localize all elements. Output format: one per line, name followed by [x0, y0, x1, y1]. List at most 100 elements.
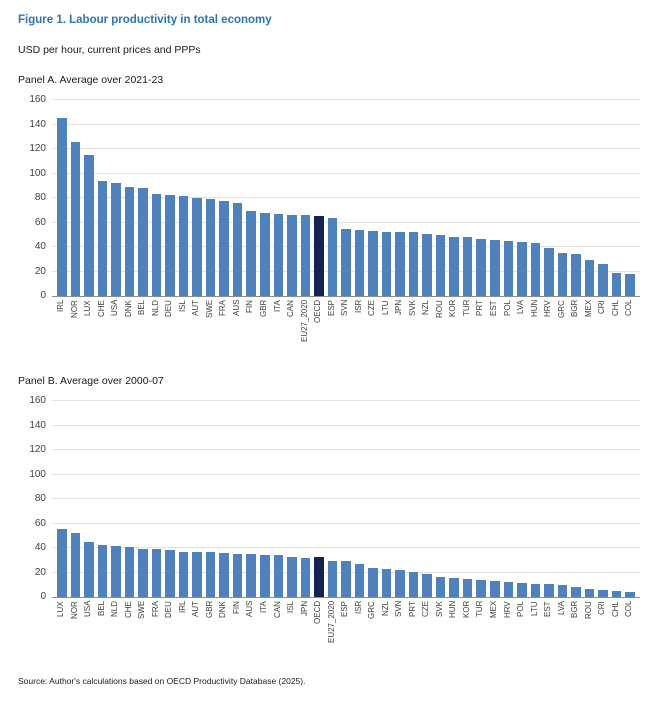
x-label-BGR: BGR: [571, 601, 580, 619]
bar-CZE: [422, 574, 432, 597]
panel-b-plot-area: [52, 400, 640, 598]
panel-a-plot-area: [52, 99, 640, 297]
bar-ISR: [354, 230, 365, 296]
bar-FRA: [151, 548, 162, 597]
bar-POL: [503, 240, 514, 296]
x-label-FIN: FIN: [246, 300, 255, 313]
x-label-CRI: CRI: [598, 300, 607, 314]
gridline-140: [52, 424, 640, 426]
bar-CRI: [598, 264, 608, 296]
bar-ESP: [327, 217, 338, 296]
x-label-AUT: AUT: [192, 300, 201, 316]
x-label-SVN: SVN: [341, 300, 350, 317]
x-label-EU27_2020: EU27_2020: [300, 300, 309, 343]
x-label-HRV: HRV: [503, 601, 512, 618]
bar-FRA: [219, 201, 229, 296]
x-label-EST: EST: [490, 300, 498, 316]
y-tick-label-60: 60: [34, 216, 46, 228]
bar-CHL: [611, 590, 622, 597]
y-tick-label-80: 80: [34, 493, 46, 504]
x-label-COL: COL: [625, 601, 634, 618]
gridline-100: [52, 473, 640, 475]
x-label-NOR: NOR: [70, 300, 79, 318]
bar-ISL: [178, 195, 189, 296]
bar-BGR: [571, 254, 581, 296]
bar-AUT: [192, 551, 202, 597]
panel-a-chart: 0 20 40 60 80 100 120 140 160 IRL NOR LUX CHE USA DNK…: [18, 95, 640, 361]
x-label-CRI: CRI: [598, 601, 607, 615]
bar-NLD: [111, 546, 121, 597]
x-label-SWE: SWE: [138, 601, 147, 620]
x-label-DEU: DEU: [165, 601, 174, 618]
x-label-GBR: GBR: [259, 300, 268, 318]
x-label-LVA: LVA: [517, 300, 526, 314]
x-label-DNK: DNK: [124, 300, 133, 317]
bar-USA: [111, 182, 121, 296]
bar-AUT: [192, 198, 202, 296]
bar-PRT: [476, 239, 486, 296]
bar-TUR: [476, 579, 486, 597]
x-label-DNK: DNK: [219, 601, 228, 618]
x-label-ITA: ITA: [259, 601, 268, 613]
bar-LVA: [517, 242, 527, 296]
gridline-80: [52, 197, 640, 198]
x-label-GRC: GRC: [368, 601, 377, 619]
y-tick-label-100: 100: [29, 468, 46, 480]
bar-FIN: [246, 210, 256, 296]
x-label-SWE: SWE: [205, 300, 214, 319]
x-label-NLD: NLD: [111, 601, 120, 618]
x-label-PRT: PRT: [408, 601, 417, 617]
panel-a-x-axis-labels: IRL NOR LUX CHE USA DNK BEL NLD DEU ISL AUT SWE FRA A…: [52, 297, 640, 361]
x-label-SVN: SVN: [395, 601, 404, 618]
bar-PRT: [408, 571, 419, 597]
x-label-LUX: LUX: [84, 300, 93, 316]
bar-EST: [544, 584, 554, 597]
x-label-CHE: CHE: [97, 300, 106, 317]
x-label-HUN: HUN: [449, 601, 458, 619]
panel-b-plot-wrap: LUX NOR USA BEL NLD CHE SWE FRA DEU IRL AUT GBR DNK F…: [52, 400, 640, 662]
x-label-MEX: MEX: [490, 601, 498, 619]
bar-IRL: [178, 551, 189, 597]
y-tick-label-60: 60: [34, 517, 46, 529]
x-label-FRA: FRA: [151, 601, 160, 617]
x-label-FIN: FIN: [232, 601, 241, 614]
y-tick-label-0: 0: [40, 290, 46, 301]
x-label-LTU: LTU: [381, 300, 390, 315]
bar-CHL: [611, 272, 622, 296]
bar-DNK: [219, 552, 229, 597]
x-label-ITA: ITA: [273, 300, 282, 312]
y-tick-label-0: 0: [40, 591, 46, 602]
figure-subtitle: USD per hour, current prices and PPPs: [18, 44, 201, 56]
gridline-160: [52, 400, 640, 401]
bar-NOR: [70, 533, 81, 597]
bar-SVK: [435, 577, 446, 597]
x-label-ISR: ISR: [354, 601, 363, 615]
bar-HUN: [449, 578, 459, 597]
bar-BEL: [138, 187, 148, 296]
panel-a-label: Panel A. Average over 2021-23: [18, 74, 164, 86]
bar-ROU: [584, 589, 595, 597]
x-label-OECD: OECD: [314, 300, 323, 324]
y-tick-label-20: 20: [34, 566, 46, 578]
bar-CZE: [368, 231, 378, 296]
x-label-BEL: BEL: [138, 300, 147, 316]
panel-b-chart: 0 20 40 60 80 100 120 140 160 LUX NOR USA BEL NLD CHE…: [18, 396, 640, 662]
y-tick-label-140: 140: [29, 419, 46, 431]
x-label-MEX: MEX: [584, 300, 593, 318]
panel-a-plot-wrap: IRL NOR LUX CHE USA DNK BEL NLD DEU ISL AUT SWE FRA A…: [52, 99, 640, 361]
x-label-CAN: CAN: [273, 601, 282, 618]
bar-SWE: [138, 548, 148, 597]
gridline-160: [52, 99, 640, 100]
bar-GRC: [557, 252, 568, 296]
bar-ITA: [259, 554, 270, 597]
x-label-JPN: JPN: [300, 601, 309, 617]
gridline-60: [52, 221, 640, 223]
bar-JPN: [395, 231, 405, 296]
y-tick-label-160: 160: [29, 94, 46, 105]
x-label-NOR: NOR: [70, 601, 79, 619]
x-label-GBR: GBR: [205, 601, 214, 619]
bar-MEX: [490, 581, 500, 597]
bar-USA: [84, 541, 94, 597]
y-tick-label-20: 20: [34, 265, 46, 277]
bar-CRI: [598, 589, 608, 597]
